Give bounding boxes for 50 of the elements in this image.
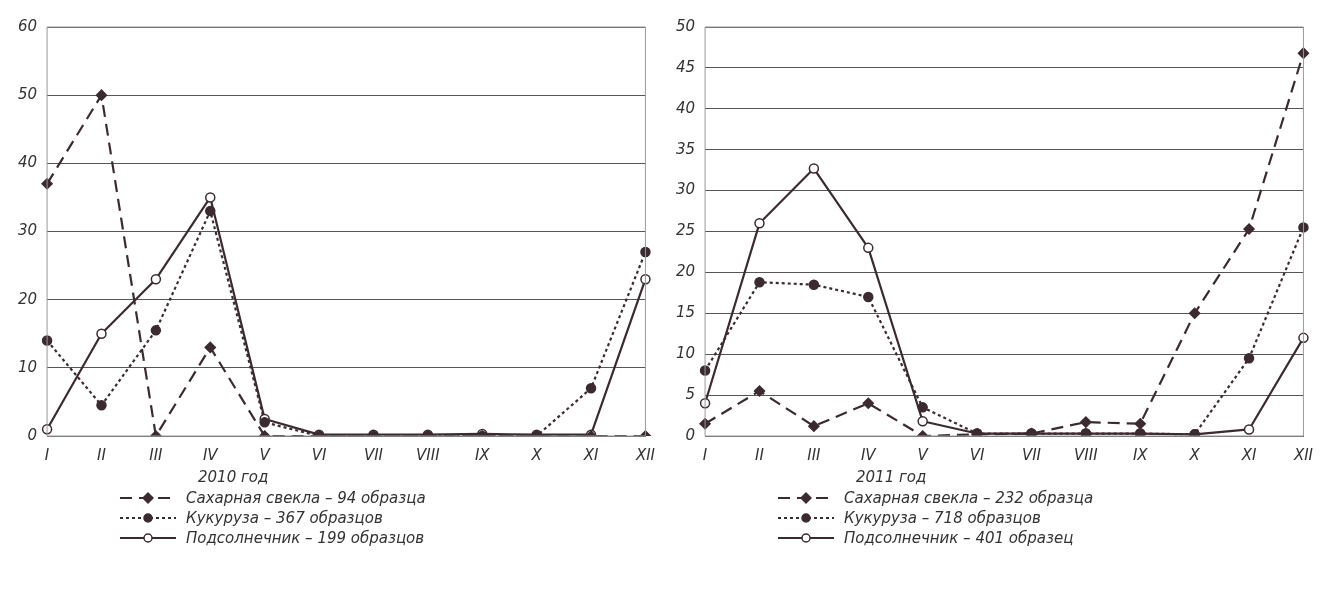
- legend-label: Кукуруза – 718 образцов: [844, 509, 1041, 527]
- legend-label: Подсолнечник – 401 образец: [844, 529, 1074, 547]
- y-tick-label: 45: [675, 57, 696, 76]
- y-tick-label: 35: [675, 139, 696, 158]
- y-tick-label: 5: [685, 384, 696, 403]
- x-tick-label: XII: [634, 445, 656, 464]
- x-tick-label: VIII: [416, 445, 441, 464]
- x-tick-label: IX: [1132, 445, 1149, 464]
- y-tick-label: 0: [27, 425, 38, 444]
- x-tick-label: III: [807, 445, 822, 464]
- x-tick-label: IV: [202, 445, 220, 464]
- y-tick-label: 15: [675, 303, 696, 322]
- x-tick-label: I: [702, 445, 708, 464]
- y-tick-label: 50: [17, 85, 38, 104]
- x-tick-label: XI: [1240, 445, 1257, 464]
- legend-label: Сахарная свекла – 94 образца: [186, 489, 426, 507]
- x-tick-label: IX: [474, 445, 491, 464]
- x-tick-label: II: [755, 445, 765, 464]
- legend-title: 2010 год: [197, 468, 270, 486]
- legend-label: Сахарная свекла – 232 образца: [844, 489, 1094, 507]
- x-tick-label: XI: [582, 445, 599, 464]
- y-tick-label: 30: [675, 180, 696, 199]
- y-tick-label: 20: [17, 289, 38, 308]
- y-tick-label: 0: [685, 425, 696, 444]
- legend-title: 2011 год: [855, 468, 928, 486]
- x-tick-label: VI: [311, 445, 327, 464]
- y-tick-label: 60: [17, 16, 38, 35]
- x-tick-label: V: [259, 445, 272, 464]
- y-tick-label: 40: [675, 98, 696, 117]
- y-tick-label: 10: [675, 344, 696, 363]
- y-tick-label: 50: [675, 16, 696, 35]
- x-tick-label: IV: [860, 445, 878, 464]
- x-tick-label: X: [1188, 445, 1201, 464]
- x-tick-label: II: [97, 445, 107, 464]
- x-tick-label: III: [149, 445, 164, 464]
- x-tick-label: VII: [1021, 445, 1042, 464]
- x-tick-label: V: [917, 445, 930, 464]
- x-tick-label: VII: [363, 445, 384, 464]
- x-tick-label: XII: [1292, 445, 1314, 464]
- x-tick-label: I: [44, 445, 50, 464]
- y-tick-label: 30: [17, 221, 38, 240]
- x-tick-label: X: [530, 445, 543, 464]
- y-tick-label: 25: [675, 221, 696, 240]
- legend-label: Подсолнечник – 199 образцов: [186, 529, 425, 547]
- y-tick-label: 20: [675, 262, 696, 281]
- x-tick-label: VIII: [1074, 445, 1099, 464]
- y-tick-label: 10: [17, 357, 38, 376]
- y-tick-label: 40: [17, 153, 38, 172]
- x-tick-label: VI: [969, 445, 985, 464]
- legend-label: Кукуруза – 367 образцов: [186, 509, 383, 527]
